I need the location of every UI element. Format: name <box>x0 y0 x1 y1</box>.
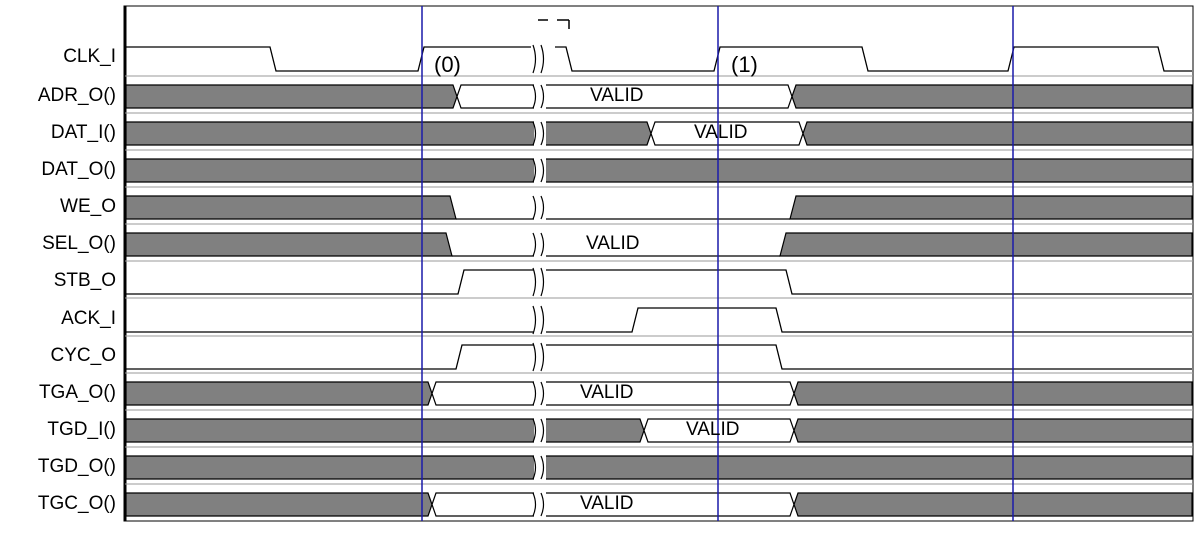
we-o-invalid-before <box>125 195 457 220</box>
valid-annotations: VALID VALID VALID VALID VALID VALID <box>580 85 748 514</box>
stb-o-break <box>532 267 546 297</box>
cyc-o-trace <box>126 344 1192 370</box>
break-curve <box>532 342 537 372</box>
signal-label-tgc-o: TGC_O() <box>38 493 116 514</box>
sel-o-invalid-after <box>779 232 1193 257</box>
break-curve <box>532 305 537 335</box>
tgc-o-valid-label: VALID <box>580 493 634 514</box>
dat-i-invalid-before <box>544 121 652 146</box>
break-curve <box>540 158 545 183</box>
break-curve <box>540 121 545 146</box>
break-curve <box>532 158 537 183</box>
tgc-o-invalid-after <box>793 492 1193 517</box>
signal-label-cyc-o: CYC_O <box>51 345 116 366</box>
sel-o-valid-label: VALID <box>586 233 640 254</box>
break-curve <box>540 418 545 443</box>
tgc-o-break <box>532 492 546 517</box>
signal-labels: CLK_I ADR_O() DAT_I() DAT_O() WE_O SEL_O… <box>38 46 116 514</box>
tga-o-valid-segment <box>431 381 536 406</box>
dat-o-invalid <box>125 158 536 183</box>
adr-o-break <box>532 84 546 109</box>
signal-label-we-o: WE_O <box>60 196 116 217</box>
break-curve <box>532 232 537 257</box>
ack-i-trace <box>126 307 1192 333</box>
we-o-break <box>532 195 546 220</box>
signal-label-tgd-o: TGD_O() <box>38 456 116 477</box>
clk-i-break <box>532 44 546 74</box>
dat-o-break <box>532 158 546 183</box>
break-curve <box>532 84 537 109</box>
ack-i-break <box>532 305 546 335</box>
break-curve <box>540 305 545 335</box>
dat-i-break <box>532 121 546 146</box>
dat-o-invalid <box>544 158 1193 183</box>
adr-o-valid-segment <box>456 84 536 109</box>
break-curve <box>540 267 545 297</box>
break-curve <box>540 195 545 220</box>
signal-label-dat-i: DAT_I() <box>51 122 116 143</box>
break-curve <box>540 342 545 372</box>
tga-o-invalid-after <box>793 381 1193 406</box>
tgd-o-invalid <box>125 455 536 480</box>
tgd-i-break <box>532 418 546 443</box>
tgd-i-invalid-after <box>793 418 1193 443</box>
break-curve <box>532 121 537 146</box>
sel-o-invalid-before <box>125 232 453 257</box>
we-o-invalid-after <box>789 195 1193 220</box>
cycle-markers <box>421 6 1014 521</box>
break-curve <box>540 492 545 517</box>
break-curve <box>532 381 537 406</box>
break-curve <box>532 492 537 517</box>
row-dividers <box>125 75 1193 485</box>
break-curve <box>540 381 545 406</box>
cycle-label-0: (0) <box>434 52 461 77</box>
cycle-label-1: (1) <box>731 52 758 77</box>
tgd-i-invalid-before <box>544 418 645 443</box>
time-break-bracket <box>538 19 570 29</box>
sel-o-break <box>532 232 546 257</box>
tga-o-invalid-before <box>125 381 433 406</box>
signal-label-ack-i: ACK_I <box>61 308 116 329</box>
dat-i-invalid-before <box>125 121 536 146</box>
break-curve <box>532 267 537 297</box>
tga-o-break <box>532 381 546 406</box>
signal-label-tga-o: TGA_O() <box>39 382 116 403</box>
signal-label-dat-o: DAT_O() <box>41 159 116 180</box>
tgd-i-invalid-before <box>125 418 536 443</box>
break-curve <box>532 455 537 480</box>
tgc-o-valid-segment <box>431 492 536 517</box>
break-curve <box>540 84 545 109</box>
diagram-frame <box>123 5 1194 522</box>
dat-i-valid-label: VALID <box>694 122 748 143</box>
adr-o-invalid-before <box>125 84 458 109</box>
break-curve <box>540 44 545 74</box>
adr-o-invalid-after <box>791 84 1193 109</box>
tgd-i-valid-label: VALID <box>686 419 740 440</box>
stb-o-trace <box>126 269 1192 295</box>
dat-i-invalid-after <box>802 121 1193 146</box>
break-curve <box>540 455 545 480</box>
clk-i-trace <box>126 46 1192 72</box>
signal-label-stb-o: STB_O <box>54 270 116 291</box>
break-curve <box>532 44 537 74</box>
tga-o-valid-label: VALID <box>580 382 634 403</box>
signal-label-adr-o: ADR_O() <box>38 85 116 106</box>
signal-label-sel-o: SEL_O() <box>42 233 116 254</box>
tgc-o-invalid-before <box>125 492 433 517</box>
break-curve <box>540 232 545 257</box>
tgd-o-invalid <box>544 455 1193 480</box>
break-curve <box>532 195 537 220</box>
adr-o-valid-segment <box>544 84 793 109</box>
signal-label-clk-i: CLK_I <box>63 46 116 67</box>
break-curve <box>532 418 537 443</box>
signal-label-tgd-i: TGD_I() <box>47 419 116 440</box>
adr-o-valid-label: VALID <box>590 85 644 106</box>
tgd-o-break <box>532 455 546 480</box>
waveforms <box>125 44 1193 517</box>
cyc-o-break <box>532 342 546 372</box>
